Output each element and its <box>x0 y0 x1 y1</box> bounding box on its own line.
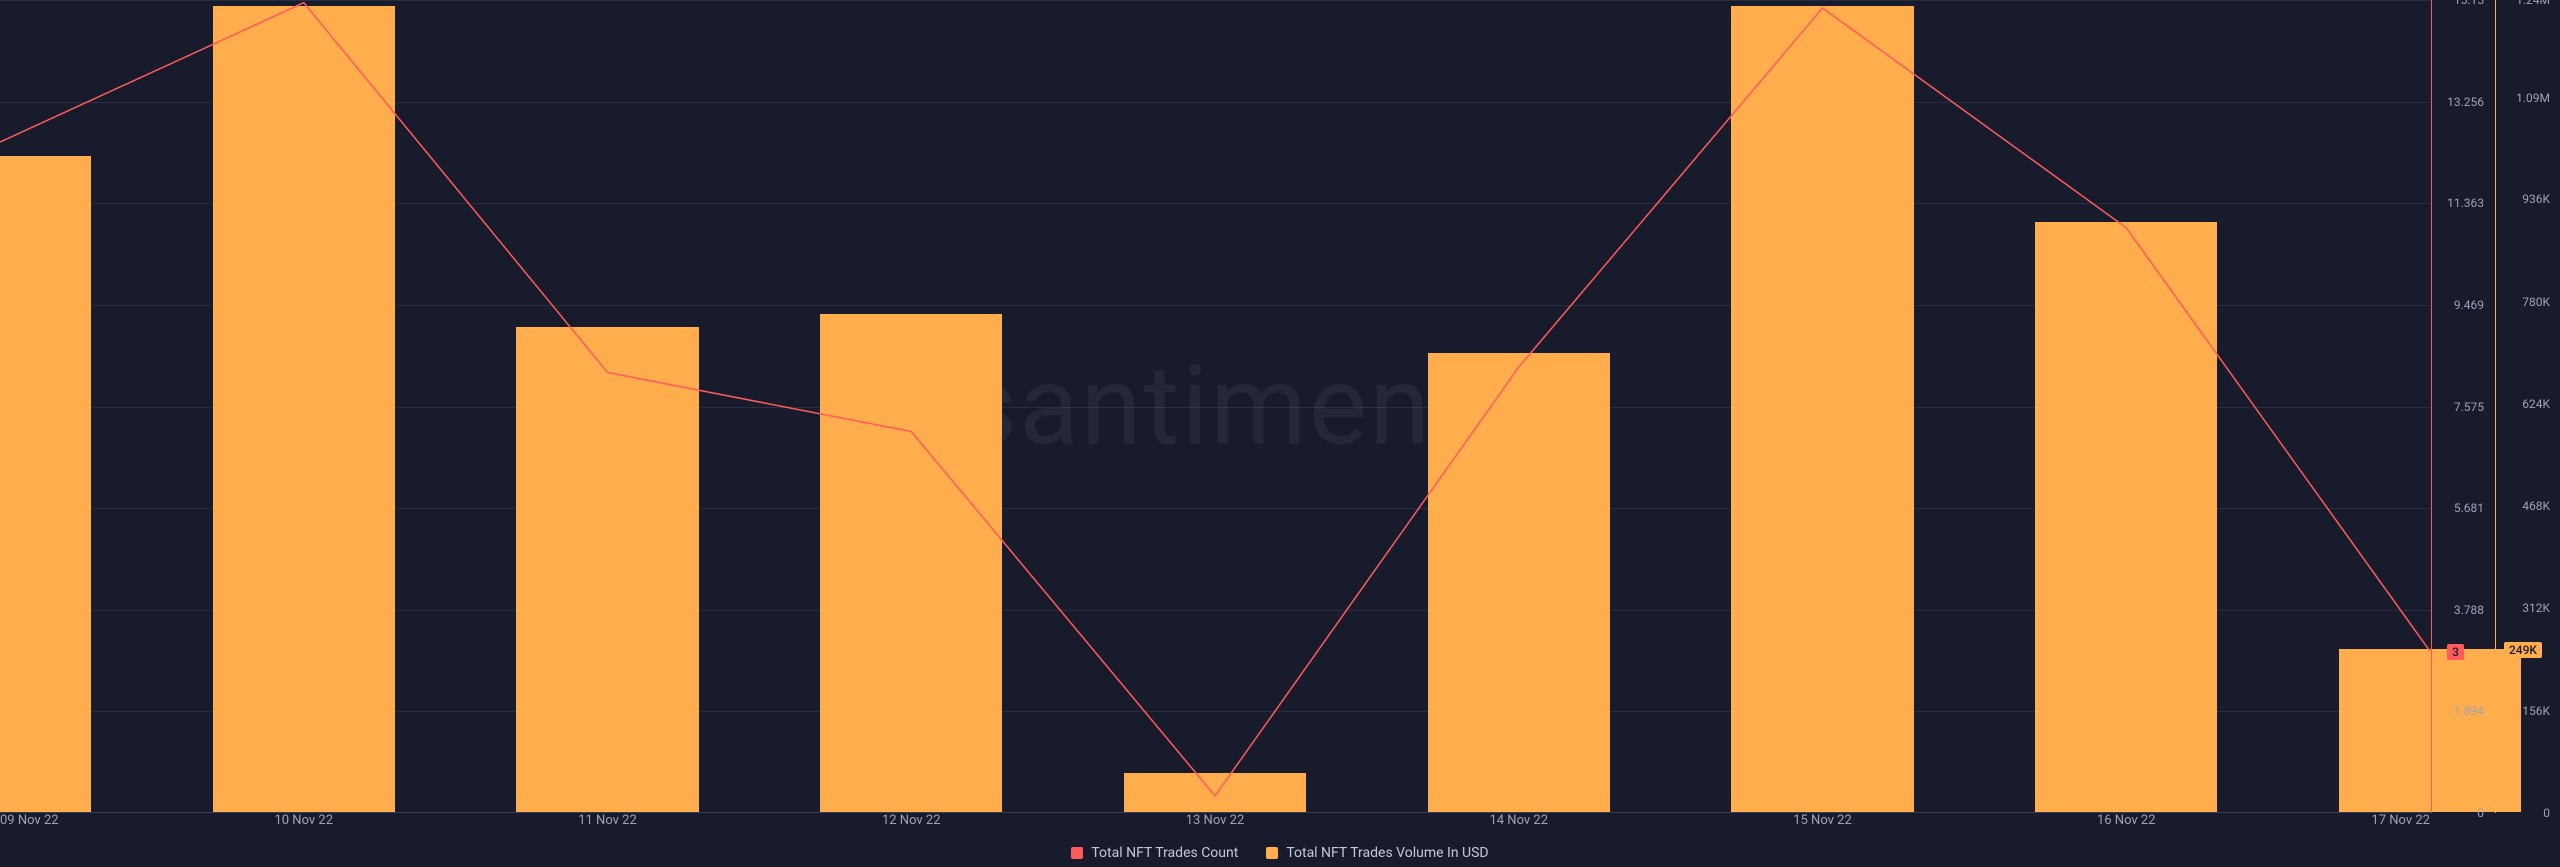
legend-label: Total NFT Trades Count <box>1091 845 1238 861</box>
x-tick-label: 15 Nov 22 <box>1793 813 1852 828</box>
x-tick-label: 09 Nov 22 <box>0 813 59 828</box>
y-right-tick-label: 1.24M <box>2500 0 2550 7</box>
x-tick-label: 14 Nov 22 <box>1489 813 1548 828</box>
y-left-tick-label: 5.681 <box>2434 501 2484 515</box>
x-tick-label: 16 Nov 22 <box>2097 813 2156 828</box>
y-right-tick-label: 0 <box>2500 806 2550 820</box>
y-left-tick-label: 3.788 <box>2434 603 2484 617</box>
y-left-tick-label: 13.256 <box>2434 95 2484 109</box>
legend-swatch-count <box>1071 847 1083 859</box>
x-tick-label: 12 Nov 22 <box>882 813 941 828</box>
y-right-tick-label: 780K <box>2500 295 2550 309</box>
x-tick-label: 10 Nov 22 <box>274 813 333 828</box>
line-layer <box>0 0 2430 812</box>
legend: Total NFT Trades Count Total NFT Trades … <box>0 845 2560 861</box>
end-badge-count: 3 <box>2447 644 2464 660</box>
legend-swatch-volume <box>1266 847 1278 859</box>
y-right-tick-label: 156K <box>2500 704 2550 718</box>
plot-area[interactable]: santiment <box>0 0 2430 813</box>
legend-item-volume[interactable]: Total NFT Trades Volume In USD <box>1266 845 1488 861</box>
x-tick-label: 13 Nov 22 <box>1186 813 1245 828</box>
y-left-tick-label: 15.15 <box>2434 0 2484 7</box>
y-right-tick-label: 312K <box>2500 601 2550 615</box>
nft-trades-chart: santiment 0 1.894 3.788 5.681 7.575 9.469 11.3… <box>0 0 2560 867</box>
y-left-tick-label: 0 <box>2434 806 2484 820</box>
x-tick-label: 11 Nov 22 <box>578 813 637 828</box>
y-axis-right-line <box>2495 0 2496 813</box>
x-axis: 09 Nov 22 10 Nov 22 11 Nov 22 12 Nov 22 13 N… <box>0 813 2430 833</box>
y-left-tick-label: 7.575 <box>2434 400 2484 414</box>
y-axis-left-line <box>2431 0 2432 813</box>
legend-label: Total NFT Trades Volume In USD <box>1286 845 1488 861</box>
legend-item-count[interactable]: Total NFT Trades Count <box>1071 845 1238 861</box>
y-right-tick-label: 468K <box>2500 499 2550 513</box>
y-left-tick-label: 1.894 <box>2434 704 2484 718</box>
end-badge-volume: 249K <box>2504 642 2542 658</box>
y-left-tick-label: 9.469 <box>2434 298 2484 312</box>
y-right-tick-label: 936K <box>2500 192 2550 206</box>
y-left-tick-label: 11.363 <box>2434 196 2484 210</box>
y-right-tick-label: 1.09M <box>2500 91 2550 105</box>
y-right-tick-label: 624K <box>2500 397 2550 411</box>
line-series[interactable] <box>0 3 2430 796</box>
x-tick-label: 17 Nov 22 <box>2371 813 2430 828</box>
